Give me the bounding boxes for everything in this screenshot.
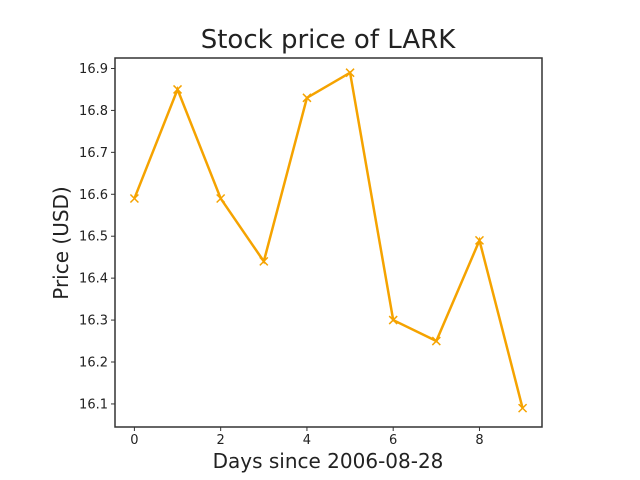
- y-tick-label: 16.7: [79, 146, 108, 161]
- y-tick-label: 16.8: [79, 104, 108, 119]
- x-tick-label: 0: [130, 433, 138, 448]
- data-point-marker: [518, 403, 528, 413]
- y-tick-label: 16.5: [79, 230, 108, 245]
- x-tick-label: 2: [217, 433, 225, 448]
- plot-area: [114, 57, 543, 428]
- series-layer: [129, 68, 528, 413]
- data-point-marker: [259, 256, 269, 266]
- data-point-marker: [431, 336, 441, 346]
- x-tick-label: 6: [389, 433, 397, 448]
- data-point-marker: [345, 68, 355, 78]
- data-point-marker: [173, 84, 183, 94]
- x-tick-label: 4: [303, 433, 311, 448]
- y-tick-label: 16.6: [79, 188, 108, 203]
- y-tick-label: 16.9: [79, 62, 108, 77]
- y-tick-label: 16.2: [79, 356, 108, 371]
- y-tick-label: 16.1: [79, 397, 108, 412]
- x-axis-label: Days since 2006-08-28: [213, 449, 444, 473]
- x-axis: 0 2 4 6 8: [130, 427, 484, 448]
- data-point-marker: [129, 193, 139, 204]
- y-tick-label: 16.4: [79, 272, 108, 287]
- y-axis-label: Price (USD): [49, 186, 73, 300]
- x-tick-label: 8: [475, 433, 483, 448]
- series-line: [133, 70, 524, 409]
- chart-title: Stock price of LARK: [201, 25, 456, 55]
- data-point-marker: [302, 93, 312, 103]
- data-point-marker: [474, 235, 484, 245]
- y-tick-label: 16.3: [79, 314, 108, 329]
- data-point-marker: [216, 193, 226, 204]
- y-axis: 16.1 16.2 16.3 16.4 16.5 16.6 16.7 16.8 16.9: [79, 62, 115, 412]
- data-point-marker: [388, 315, 398, 325]
